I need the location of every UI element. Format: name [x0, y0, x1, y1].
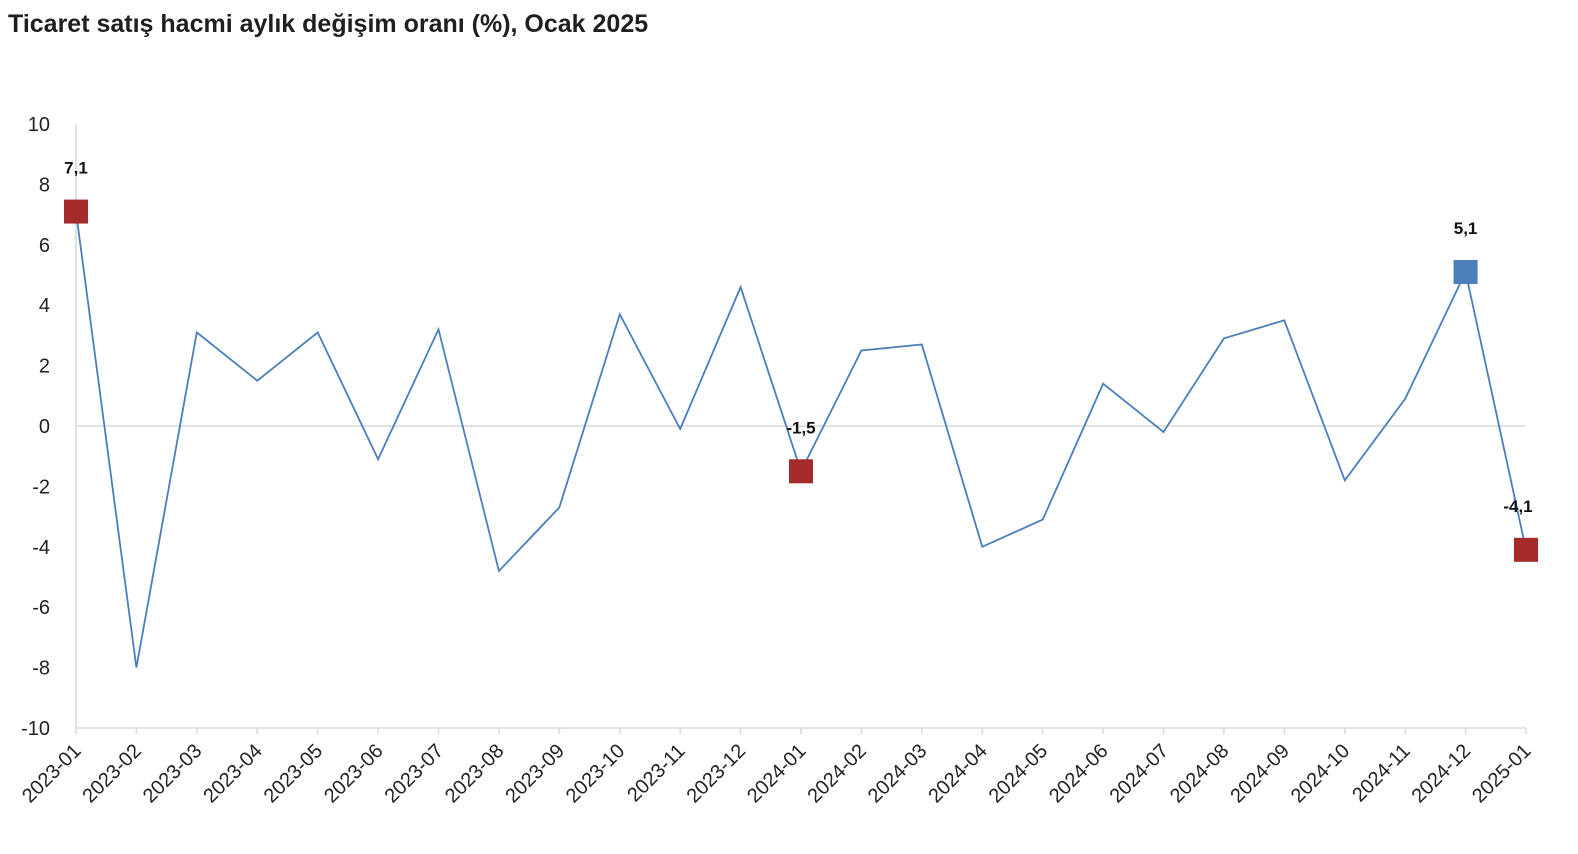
y-tick-label: -2 — [32, 476, 50, 498]
x-tick-label: 2024-10 — [1287, 740, 1354, 807]
x-tick-label: 2023-01 — [18, 740, 85, 807]
y-tick-label: 10 — [28, 114, 50, 136]
highlight-marker — [1453, 259, 1478, 284]
x-tick-label: 2023-08 — [441, 740, 508, 807]
x-tick-label: 2023-06 — [320, 740, 387, 807]
y-tick-label: -8 — [32, 658, 50, 680]
y-tick-label: -4 — [32, 537, 50, 559]
x-tick-label: 2024-03 — [864, 740, 931, 807]
x-tick-label: 2024-11 — [1348, 740, 1414, 806]
x-tick-label: 2024-08 — [1166, 740, 1233, 807]
y-tick-label: 2 — [39, 356, 50, 378]
y-tick-label: 8 — [39, 174, 50, 196]
x-tick-label: 2023-11 — [623, 740, 689, 806]
x-tick-label: 2025-01 — [1468, 740, 1535, 807]
x-tick-label: 2024-01 — [743, 740, 810, 807]
data-label: -1,5 — [786, 418, 815, 437]
x-tick-label: 2024-06 — [1045, 740, 1112, 807]
x-tick-label: 2023-12 — [683, 740, 750, 807]
x-tick-label: 2024-12 — [1408, 740, 1475, 807]
highlight-marker — [789, 459, 813, 484]
y-tick-label: -10 — [21, 718, 50, 740]
data-label: -4,1 — [1503, 497, 1532, 516]
data-label: 5,1 — [1454, 219, 1478, 238]
x-tick-label: 2024-05 — [985, 740, 1052, 807]
highlight-marker — [64, 199, 88, 224]
y-tick-label: 0 — [39, 416, 50, 438]
x-tick-label: 2023-07 — [381, 740, 448, 807]
x-tick-label: 2024-07 — [1106, 740, 1173, 807]
y-tick-label: 6 — [39, 235, 50, 257]
x-tick-label: 2023-09 — [501, 740, 568, 807]
y-tick-label: 4 — [39, 295, 50, 317]
chart-title: Ticaret satış hacmi aylık değişim oranı … — [8, 10, 649, 38]
series-line — [75, 211, 1527, 668]
x-tick-label: 2024-04 — [924, 740, 991, 807]
data-label: 7,1 — [64, 159, 88, 178]
x-tick-label: 2023-10 — [562, 740, 629, 807]
x-tick-label: 2024-09 — [1226, 740, 1293, 807]
y-tick-label: -6 — [32, 597, 50, 619]
x-tick-label: 2024-02 — [803, 740, 870, 807]
x-tick-label: 2023-03 — [139, 740, 206, 807]
x-tick-label: 2023-04 — [199, 740, 266, 807]
x-tick-label: 2023-05 — [260, 740, 327, 807]
highlight-marker — [1514, 537, 1538, 562]
x-tick-label: 2023-02 — [78, 740, 145, 807]
